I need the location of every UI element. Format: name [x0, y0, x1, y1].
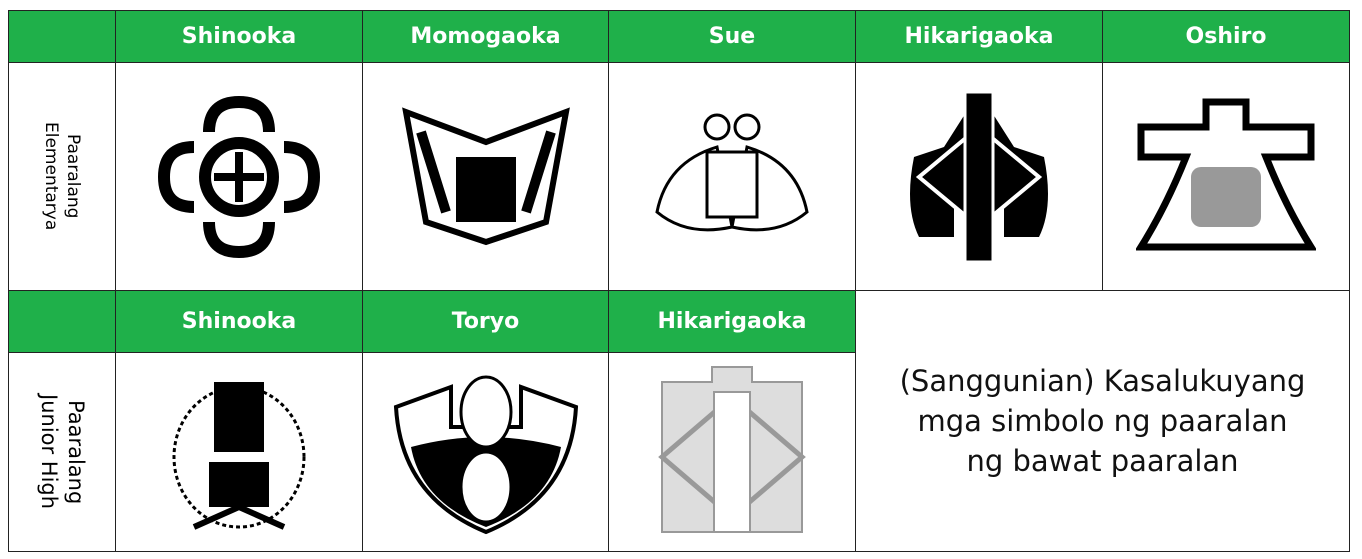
- label-line: Junior High: [37, 394, 61, 510]
- school-header: Shinooka: [115, 290, 363, 353]
- emblem: [172, 382, 306, 530]
- emblem: [401, 106, 570, 245]
- label-line: Paaralang: [63, 134, 83, 219]
- emblem-cell: [115, 352, 363, 552]
- emblem: [658, 366, 806, 533]
- note-line: mga simbolo ng paaralan: [917, 404, 1288, 438]
- emblem: [1136, 98, 1316, 250]
- school-header: Hikarigaoka: [855, 10, 1103, 63]
- note-line: ng bawat paaralan: [966, 444, 1239, 478]
- corner-cell: [8, 10, 116, 63]
- emblem: [655, 113, 809, 231]
- note-cell: (Sanggunian) Kasalukuyang mga simbolo ng…: [855, 290, 1350, 552]
- school-header: Momogaoka: [362, 10, 609, 63]
- row-label: Paaralang Junior High: [8, 352, 116, 552]
- corner-cell: [8, 290, 116, 353]
- emblem: [910, 90, 1048, 263]
- emblem-cell: [608, 352, 856, 552]
- emblem-cell: [1102, 62, 1350, 291]
- emblem-cell: [362, 352, 609, 552]
- emblem: [393, 375, 578, 535]
- emblem-cell: [608, 62, 856, 291]
- emblem: [157, 95, 321, 258]
- school-header: Toryo: [362, 290, 609, 353]
- school-header: Hikarigaoka: [608, 290, 856, 353]
- label-line: Paaralang: [64, 399, 88, 505]
- emblem-cell: [855, 62, 1103, 291]
- note-line: (Sanggunian) Kasalukuyang: [899, 364, 1306, 398]
- row-label-text: Paaralang Elementarya: [40, 122, 84, 230]
- emblem-cell: [362, 62, 609, 291]
- label-line: Elementarya: [41, 122, 61, 231]
- school-header: Oshiro: [1102, 10, 1350, 63]
- emblem-cell: [115, 62, 363, 291]
- row-label-text: Paaralang Junior High: [35, 394, 89, 509]
- school-header: Shinooka: [115, 10, 363, 63]
- row-label: Paaralang Elementarya: [8, 62, 116, 291]
- school-header: Sue: [608, 10, 856, 63]
